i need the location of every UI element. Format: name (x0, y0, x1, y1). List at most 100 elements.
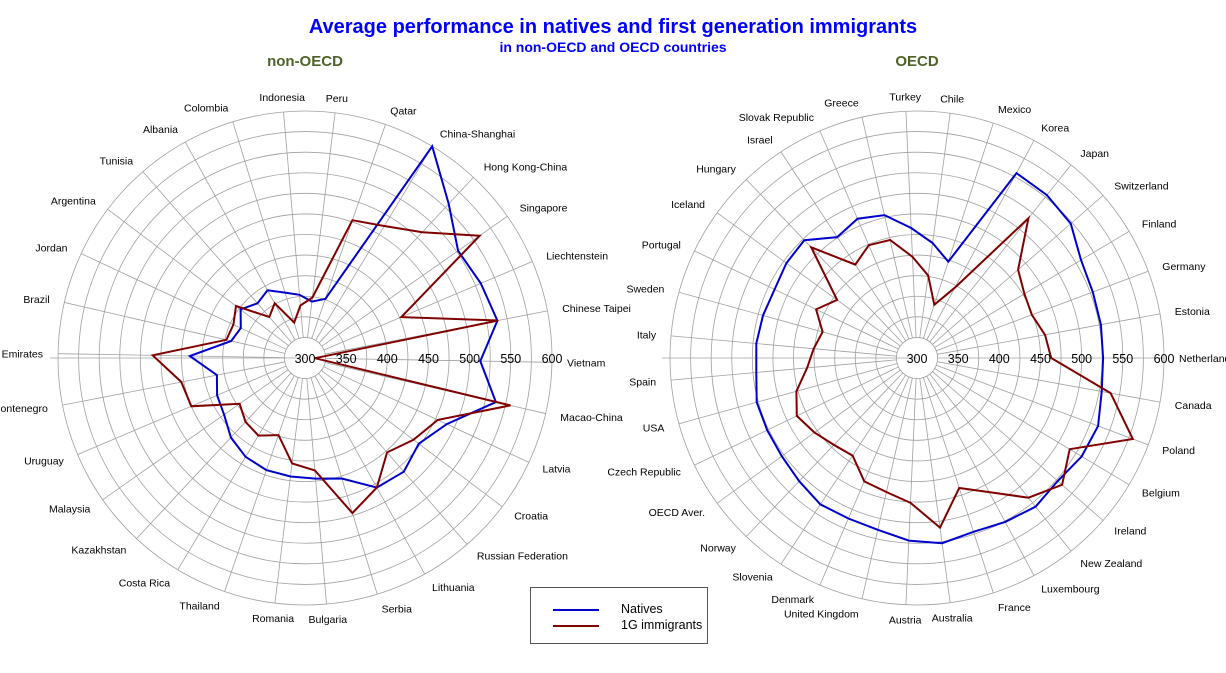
panel-title: OECD (895, 53, 939, 70)
grid-spoke (58, 353, 285, 359)
category-label: Liechtenstein (546, 251, 608, 263)
grid-spoke (746, 372, 904, 537)
category-label: Sweden (626, 283, 664, 295)
radial-tick-label: 350 (948, 352, 969, 366)
category-label: Albania (143, 124, 178, 136)
grid-spoke (80, 253, 287, 350)
legend-label-natives: Natives (621, 602, 663, 616)
grid-spoke (107, 209, 289, 346)
grid-spoke (905, 111, 917, 338)
grid-spoke (932, 371, 1104, 521)
radial-tick-label: 600 (542, 352, 563, 366)
category-label: Kazakhstan (71, 545, 126, 557)
category-label: Korea (1041, 122, 1069, 134)
category-label: New Zealand (1080, 558, 1142, 570)
category-label: Indonesia (259, 92, 305, 104)
category-label: Slovenia (732, 572, 772, 584)
radial-tick-label: 400 (989, 352, 1010, 366)
category-label: Greece (824, 98, 859, 110)
category-label: Turkey (889, 91, 921, 103)
grid-spoke (62, 361, 285, 406)
radial-tick-label: 500 (459, 352, 480, 366)
category-label: Switzerland (1114, 181, 1168, 193)
grid-spoke (780, 374, 906, 565)
grid-spoke (184, 141, 296, 341)
category-label: Czech Republic (607, 467, 681, 479)
grid-spoke (232, 121, 300, 339)
grid-spoke (318, 373, 468, 545)
category-label: Mexico (998, 104, 1031, 116)
chart-subtitle: in non-OECD and OECD countries (499, 39, 727, 55)
grid-spoke (136, 372, 292, 539)
category-label: Thailand (179, 601, 219, 613)
grid-spoke (678, 291, 898, 353)
grid-spoke (274, 378, 303, 604)
category-label: Peru (326, 93, 348, 105)
radial-tick-label: 400 (377, 352, 398, 366)
category-label: Iceland (671, 199, 705, 211)
radar-panel-non-oecd: 300 350 400 450 500 550 600 Vietnam Chinese Taip… (0, 53, 631, 626)
category-label: Qatar (390, 105, 417, 117)
category-label: Costa Rica (119, 578, 171, 590)
grid-spoke (929, 373, 1072, 552)
category-label: Lithuania (432, 582, 475, 594)
grid-spoke (177, 375, 295, 570)
grid-spoke (861, 117, 913, 339)
category-label: Hungary (696, 164, 736, 176)
grid-spoke (77, 365, 287, 455)
category-label: Vietnam (567, 358, 606, 370)
grid-spoke (819, 130, 910, 340)
category-label: Argentina (51, 195, 96, 207)
grid-spoke (678, 363, 898, 425)
grid-spoke (861, 377, 913, 599)
category-label: Belgium (1142, 487, 1180, 499)
category-label: Croatia (514, 511, 548, 523)
grid-spoke (64, 302, 286, 354)
category-label: Brazil (23, 294, 49, 306)
grid-spoke (934, 230, 1130, 348)
category-label: Montenegro (0, 403, 48, 415)
category-label: Portugal (642, 239, 681, 251)
legend-item-immigrants: 1G immigrants (531, 617, 709, 635)
category-label: Poland (1162, 445, 1195, 457)
radial-tick-label: 500 (1071, 352, 1092, 366)
category-label: Chinese Taipei (562, 303, 631, 315)
grid-spoke (716, 369, 901, 504)
grid-spoke (694, 250, 899, 350)
category-label: Netherlands (1179, 353, 1226, 365)
category-label: Finland (1142, 219, 1177, 231)
grid-spoke (670, 335, 897, 357)
category-label: Russian Federation (477, 551, 568, 563)
grid-spoke (323, 366, 530, 463)
category-label: Hong Kong-China (484, 161, 568, 173)
grid-spoke (936, 270, 1149, 352)
legend-item-natives: Natives (531, 601, 709, 619)
grid-spoke (936, 364, 1149, 446)
grid-spoke (780, 151, 906, 342)
grid-spoke (315, 146, 433, 341)
category-label: United Arab Emirates (0, 348, 43, 360)
grid-spoke (325, 357, 552, 363)
grid-spoke (670, 359, 897, 381)
radial-tick-label: 300 (295, 352, 316, 366)
radial-tick-label: 600 (1154, 352, 1175, 366)
category-label: Japan (1080, 148, 1109, 160)
grid-spoke (937, 313, 1161, 355)
category-label: Chile (940, 93, 964, 105)
radar-panel-oecd: 300 350 400 450 500 550 600 Netherlands Estonia G… (607, 53, 1226, 627)
grid-spoke (314, 375, 426, 575)
grid-spoke (922, 377, 994, 594)
radial-tick-label: 550 (1112, 352, 1133, 366)
chart-title: Average performance in natives and first… (308, 16, 918, 38)
category-label: Slovak Republic (739, 112, 814, 124)
grid-spoke (934, 368, 1130, 486)
category-label: Austria (889, 615, 922, 627)
series-line-immigrants (795, 215, 1135, 530)
category-label: China-Shanghai (440, 128, 515, 140)
series-line-natives (755, 171, 1105, 545)
grid-spoke (905, 378, 917, 605)
category-label: Denmark (771, 594, 814, 606)
category-label: Estonia (1175, 306, 1210, 318)
category-label: Italy (637, 330, 657, 342)
